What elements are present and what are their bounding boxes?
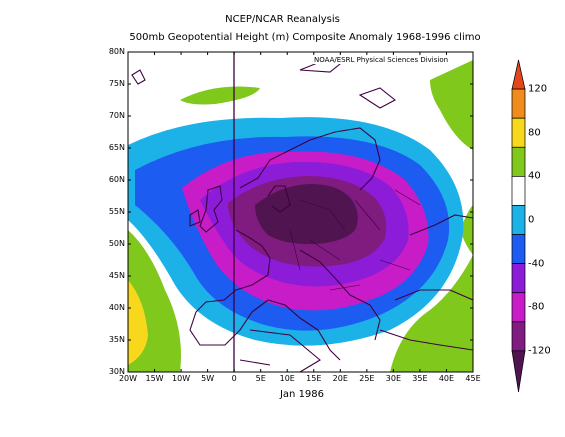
lat-label: 60N (108, 175, 125, 184)
lon-label: 40E (438, 374, 455, 383)
lat-label: 50N (108, 239, 125, 248)
lat-label: 75N (108, 79, 125, 88)
colorbar-label: -120 (528, 345, 551, 357)
lon-label: 15E (306, 374, 322, 383)
lon-label: 25E (359, 374, 375, 383)
title-line-1: NCEP/NCAR Reanalysis (225, 14, 340, 25)
colorbar-segment (511, 176, 526, 206)
credit-text: NOAA/ESRL Physical Sciences Division (313, 56, 450, 64)
colorbar-label: 80 (528, 127, 541, 139)
lat-label: 65N (108, 143, 125, 152)
lat-label: 45N (108, 271, 125, 280)
lat-label: 80N (108, 47, 125, 56)
colorbar-segment (511, 146, 526, 177)
colorbar-label: 0 (528, 214, 535, 226)
lon-label: 10W (172, 374, 191, 383)
colorbar-label: 120 (528, 83, 548, 95)
lon-label: 20E (332, 374, 348, 383)
lon-label: 10E (279, 374, 295, 383)
lon-label: 20W (118, 374, 138, 383)
colorbar-segment (511, 117, 526, 148)
colorbar-segment (511, 234, 526, 264)
x-axis-label: Jan 1986 (279, 389, 325, 400)
colorbar (511, 59, 526, 393)
axis-ticks (127, 51, 474, 373)
colorbar-segment (511, 321, 526, 352)
colorbar-segment (511, 292, 526, 323)
colorbar-segment (511, 350, 526, 393)
lat-label: 30N (108, 367, 125, 376)
lat-label: 55N (108, 207, 125, 216)
lon-label: 15W (145, 374, 164, 383)
colorbar-label: -40 (528, 258, 545, 270)
lat-label: 70N (108, 111, 125, 120)
lon-label: 5E (255, 374, 266, 383)
lon-label: 45E (465, 374, 481, 383)
colorbar-segment (511, 205, 526, 235)
colorbar-segment (511, 59, 526, 90)
colorbar-label: -80 (528, 301, 545, 313)
title-line-2: 500mb Geopotential Height (m) Composite … (129, 32, 481, 43)
lon-label: 35E (412, 374, 428, 383)
contour-fill (128, 52, 473, 372)
colorbar-segment (511, 88, 526, 119)
colorbar-segment (511, 263, 526, 294)
lon-label: 30E (385, 374, 401, 383)
lon-label: 0 (231, 374, 237, 383)
lat-label: 35N (108, 335, 125, 344)
lat-label: 40N (108, 303, 125, 312)
lon-label: 5W (201, 374, 215, 383)
colorbar-label: 40 (528, 170, 541, 182)
